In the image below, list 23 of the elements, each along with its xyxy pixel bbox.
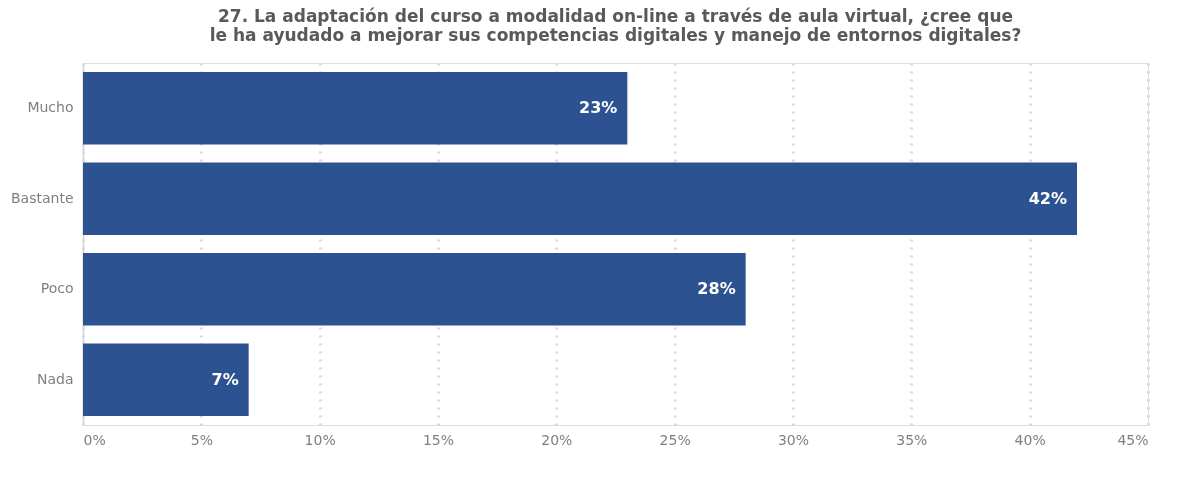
x-tick-label: 5% <box>190 431 213 448</box>
bar <box>83 72 628 145</box>
data-label: 42% <box>1028 188 1067 208</box>
x-tick-label: 45% <box>1117 431 1149 448</box>
data-label: 23% <box>579 98 618 118</box>
y-tick-label: Bastante <box>10 189 74 206</box>
chart-title: 27. La adaptación del curso a modalidad on-line a través de aula virtual, ¿cree que le ha ayudado a mejorar sus competencias digitales y manejo de entornos digitales? <box>209 6 1022 45</box>
bar <box>83 253 746 326</box>
bar <box>83 162 1077 235</box>
y-tick-label: Mucho <box>27 99 74 116</box>
x-tick-label: 15% <box>422 431 455 448</box>
x-tick-label: 20% <box>541 431 573 448</box>
x-tick-label: 25% <box>659 431 691 448</box>
x-tick-label: 30% <box>777 431 810 448</box>
y-tick-label: Poco <box>40 280 74 297</box>
x-tick-label: 35% <box>896 431 928 448</box>
data-label: 7% <box>211 369 239 389</box>
y-tick-label: Nada <box>36 370 74 387</box>
x-tick-label: 10% <box>304 431 336 448</box>
x-tick-label: 40% <box>1014 431 1046 448</box>
data-label: 28% <box>697 279 736 299</box>
bar <box>83 343 249 416</box>
x-tick-label: 0% <box>83 431 106 448</box>
